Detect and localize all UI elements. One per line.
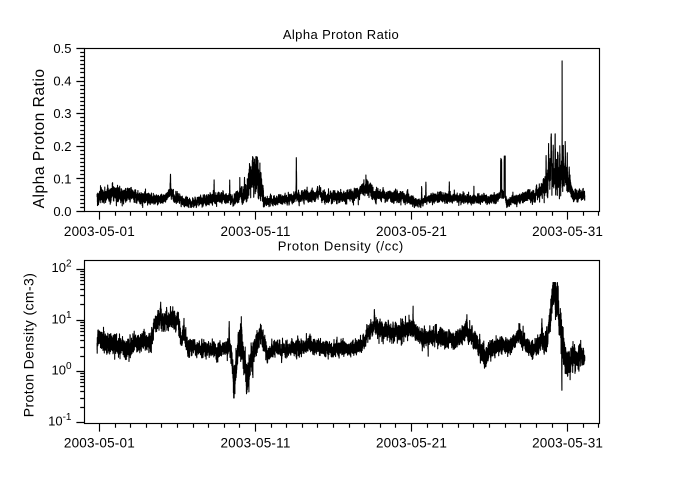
svg-text:2003-05-01: 2003-05-01 — [64, 224, 135, 239]
svg-text:2003-05-11: 2003-05-11 — [220, 224, 290, 239]
svg-text:2003-05-31: 2003-05-31 — [532, 224, 603, 239]
svg-text:2003-05-01: 2003-05-01 — [64, 436, 135, 451]
svg-text:Proton Density (/cc): Proton Density (/cc) — [278, 239, 404, 254]
svg-text:Alpha Proton Ratio: Alpha Proton Ratio — [283, 27, 399, 42]
svg-text:101: 101 — [51, 310, 71, 327]
svg-text:10-1: 10-1 — [48, 412, 72, 429]
svg-text:2003-05-21: 2003-05-21 — [376, 224, 447, 239]
svg-text:0.5: 0.5 — [53, 41, 71, 56]
svg-text:2003-05-11: 2003-05-11 — [220, 436, 290, 451]
svg-text:0.2: 0.2 — [53, 139, 71, 154]
svg-text:100: 100 — [51, 361, 71, 378]
svg-text:0.4: 0.4 — [53, 74, 71, 89]
svg-text:2003-05-31: 2003-05-31 — [532, 436, 603, 451]
svg-text:0.1: 0.1 — [53, 171, 71, 186]
svg-text:Proton Density (cm-3): Proton Density (cm-3) — [21, 273, 37, 418]
svg-text:0.0: 0.0 — [53, 204, 71, 219]
svg-text:102: 102 — [51, 259, 71, 276]
svg-text:0.3: 0.3 — [53, 106, 71, 121]
svg-text:2003-05-21: 2003-05-21 — [376, 436, 447, 451]
svg-text:Alpha Proton Ratio: Alpha Proton Ratio — [31, 68, 48, 208]
